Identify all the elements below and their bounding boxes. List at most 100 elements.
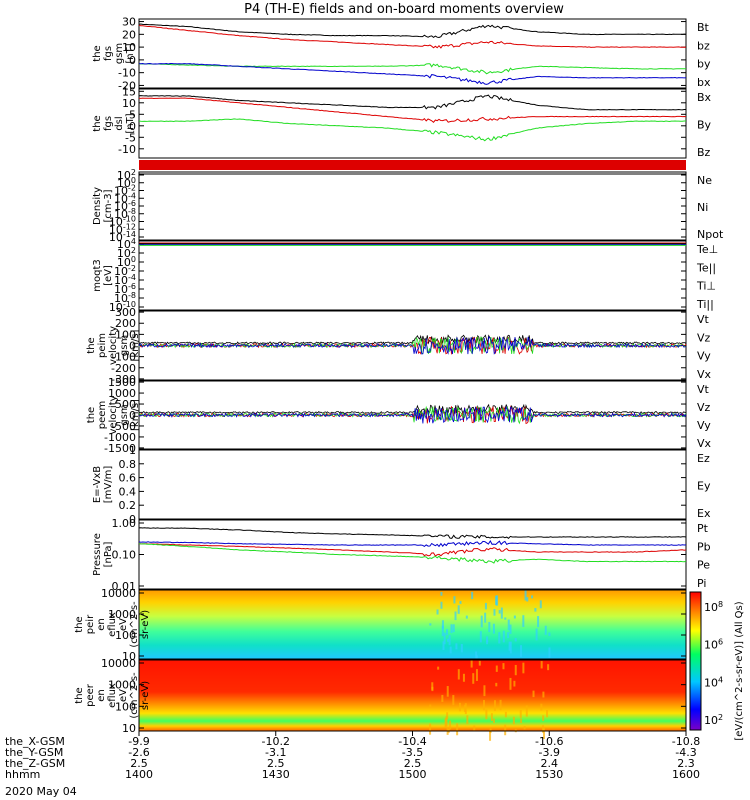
- xaxis-value: -9.9: [128, 735, 149, 748]
- ylabel-efield: E=-VxB[mV/m]: [92, 466, 114, 504]
- ytick-label: 500: [115, 398, 136, 411]
- spectrogram-noise: [495, 665, 498, 672]
- spectrogram-noise: [446, 638, 449, 642]
- spectrogram-noise: [504, 711, 507, 718]
- ytick-label: 100: [117, 176, 136, 190]
- legend-Vx: Vx: [697, 437, 712, 450]
- spectrogram-noise: [532, 690, 535, 698]
- ytick-label: 10000: [101, 587, 136, 600]
- legend-Bt: Bt: [697, 21, 710, 34]
- spectrogram-noise: [493, 609, 496, 616]
- spectrogram-noise: [443, 632, 446, 645]
- spectrogram-noise: [464, 703, 467, 715]
- ytick-label: 100: [115, 700, 136, 713]
- spectrogram-noise: [522, 615, 525, 627]
- flag-bar: [139, 160, 686, 168]
- spectrogram-noise: [509, 641, 512, 654]
- series-By: [138, 118, 686, 142]
- spectrogram-noise: [485, 709, 488, 720]
- ytick-label: 102: [117, 246, 136, 260]
- efield-frame: [138, 449, 687, 520]
- xaxis-value: -3.5: [402, 746, 423, 759]
- spectrogram-noise: [473, 725, 476, 731]
- xaxis-row-label: the_Y-GSM: [5, 746, 63, 759]
- series-bz: [138, 24, 687, 49]
- legend-Te⊥: Te⊥: [696, 243, 718, 256]
- spectrogram-noise: [548, 647, 551, 659]
- spectrogram-noise: [547, 664, 550, 671]
- ytick-label: 30: [122, 16, 136, 29]
- spectrogram-noise: [440, 601, 443, 609]
- ytick-label: 0.4: [119, 485, 137, 498]
- ytick-label: 1: [129, 444, 136, 457]
- ytick-label: -1500: [104, 442, 136, 455]
- spectrogram-noise: [475, 655, 478, 661]
- spectrogram-noise: [502, 663, 505, 670]
- xaxis-row-label: hhmm: [5, 768, 40, 781]
- spectrogram-noise: [457, 605, 460, 614]
- spectrogram-noise: [446, 629, 449, 636]
- spectrogram-noise: [504, 724, 507, 736]
- spectrogram-noise: [449, 646, 452, 654]
- spectrogram-noise: [482, 700, 485, 711]
- ytick-label: 10: [122, 97, 136, 110]
- xaxis-value: 1600: [672, 768, 700, 781]
- series-Bx: [138, 94, 686, 111]
- spectrogram-noise: [509, 624, 512, 634]
- spectrogram-noise: [452, 624, 455, 633]
- legend-By: By: [697, 119, 712, 132]
- spectrogram-noise: [513, 680, 516, 687]
- legend-Vt: Vt: [697, 313, 710, 326]
- xaxis-value: 2.3: [677, 757, 695, 770]
- efield-plot-area: [139, 450, 686, 519]
- spectrogram-noise: [495, 682, 498, 687]
- spectrogram-noise: [509, 677, 512, 690]
- panel-peir_spec: 10000 1000 100 10 thepeirenefluxeV(cm^2-s-sr…: [74, 587, 687, 665]
- ytick-label: 10: [122, 650, 136, 663]
- legend-Ey: Ey: [697, 480, 711, 493]
- xaxis-value: -10.2: [262, 735, 290, 748]
- legend-bx: bx: [697, 76, 711, 89]
- spectrogram-noise: [523, 726, 526, 730]
- spectrogram-noise: [470, 660, 473, 668]
- ytick-label: 10-14: [109, 230, 136, 244]
- legend-Vz: Vz: [697, 401, 711, 414]
- spectrogram-noise: [489, 730, 492, 741]
- spectrogram-noise: [445, 716, 448, 727]
- ytick-label: 0.6: [119, 472, 137, 485]
- spectrogram-noise: [459, 600, 462, 604]
- ytick-label: 0: [129, 409, 136, 422]
- ytick-label: 1000: [108, 387, 136, 400]
- ylabel-peem_velocity: thepeemvelocitygsm[km/s]: [86, 395, 141, 434]
- spectrogram-noise: [514, 664, 517, 676]
- spectrogram-noise: [541, 725, 544, 733]
- spectrogram-noise: [462, 673, 465, 682]
- peer_spec-spectrogram: [139, 660, 686, 731]
- legend-Vz: Vz: [697, 331, 711, 344]
- xaxis-value: -3.9: [539, 746, 560, 759]
- legend-bz: bz: [697, 39, 710, 52]
- series-Pt: [138, 527, 687, 539]
- temperature-frame: [138, 240, 687, 311]
- ylabel-peer_spec: thepeerenefluxeV(cm^2-s-sr-eV): [74, 672, 151, 719]
- spectrogram-noise: [524, 590, 527, 601]
- spectrogram-noise: [520, 718, 523, 723]
- ytick-label: 100: [115, 328, 136, 341]
- colorbar: [689, 591, 702, 731]
- spectrogram-noise: [484, 602, 487, 610]
- xaxis-value: 1430: [262, 768, 290, 781]
- series-Pe: [138, 543, 687, 564]
- legend-Bx: Bx: [697, 91, 712, 104]
- spectrogram-noise: [472, 673, 475, 684]
- spectrogram-noise: [480, 615, 483, 628]
- temperature-plot-area: [139, 241, 686, 310]
- spectrogram-noise: [539, 600, 542, 609]
- ytick-label: 10-4: [114, 191, 136, 205]
- ytick-label: -500: [111, 420, 136, 433]
- spectrogram-noise: [484, 612, 487, 623]
- series-bx: [138, 62, 687, 85]
- ytick-label: 0: [129, 54, 136, 67]
- ytick-label: 10-2: [114, 264, 136, 278]
